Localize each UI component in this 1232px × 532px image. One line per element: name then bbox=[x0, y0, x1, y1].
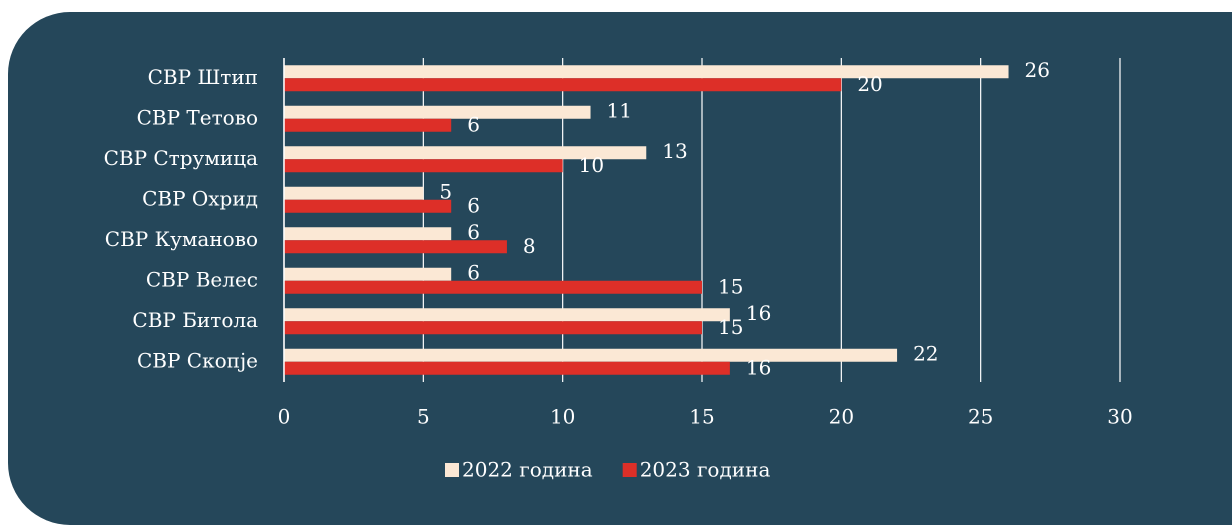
legend-swatch bbox=[445, 463, 459, 477]
bar bbox=[284, 361, 730, 375]
value-label: 5 bbox=[439, 179, 452, 203]
bar bbox=[284, 280, 702, 294]
value-label: 15 bbox=[718, 274, 743, 298]
x-tick-label: 20 bbox=[829, 405, 854, 429]
value-label: 6 bbox=[467, 112, 480, 136]
value-label: 13 bbox=[662, 139, 687, 163]
legend-label: 2022 година bbox=[462, 458, 593, 482]
x-tick-label: 10 bbox=[550, 405, 575, 429]
y-tick-label: СВР Велес bbox=[146, 267, 258, 291]
bar bbox=[284, 65, 1009, 79]
panel bbox=[8, 12, 1232, 525]
y-tick-label: СВР Куманово bbox=[105, 227, 258, 251]
bar bbox=[284, 348, 898, 362]
value-label: 16 bbox=[746, 355, 771, 379]
bar bbox=[284, 159, 563, 173]
bar bbox=[284, 267, 452, 281]
bar bbox=[284, 186, 424, 200]
bar bbox=[284, 240, 507, 254]
value-label: 15 bbox=[718, 315, 743, 339]
legend-swatch bbox=[622, 463, 637, 477]
value-label: 6 bbox=[467, 260, 480, 284]
x-tick-label: 0 bbox=[278, 405, 291, 429]
bar bbox=[284, 78, 842, 92]
y-tick-label: СВР Охрид bbox=[142, 186, 258, 210]
x-tick-label: 15 bbox=[689, 405, 714, 429]
value-label: 16 bbox=[746, 301, 771, 325]
bar bbox=[284, 105, 591, 119]
value-label: 22 bbox=[913, 341, 938, 365]
bar bbox=[284, 118, 452, 132]
y-tick-label: СВР Штип bbox=[148, 65, 258, 89]
y-tick-label: СВР Битола bbox=[132, 308, 258, 332]
value-label: 8 bbox=[523, 234, 536, 258]
x-tick-label: 5 bbox=[417, 405, 430, 429]
bar bbox=[284, 199, 452, 213]
value-label: 10 bbox=[579, 153, 604, 177]
bar bbox=[284, 308, 730, 322]
value-label: 11 bbox=[607, 98, 632, 122]
bar bbox=[284, 227, 452, 241]
x-tick-label: 30 bbox=[1107, 405, 1132, 429]
y-tick-label: СВР Тетово bbox=[137, 105, 258, 129]
y-tick-label: СВР Скопје bbox=[137, 348, 258, 372]
value-label: 6 bbox=[467, 193, 480, 217]
y-tick-label: СВР Струмица bbox=[104, 146, 259, 170]
bar bbox=[284, 146, 647, 160]
value-label: 26 bbox=[1025, 58, 1050, 82]
bar bbox=[284, 321, 702, 335]
legend-label: 2023 година bbox=[640, 458, 771, 482]
x-tick-label: 25 bbox=[968, 405, 993, 429]
value-label: 20 bbox=[857, 72, 882, 96]
value-label: 6 bbox=[467, 220, 480, 244]
